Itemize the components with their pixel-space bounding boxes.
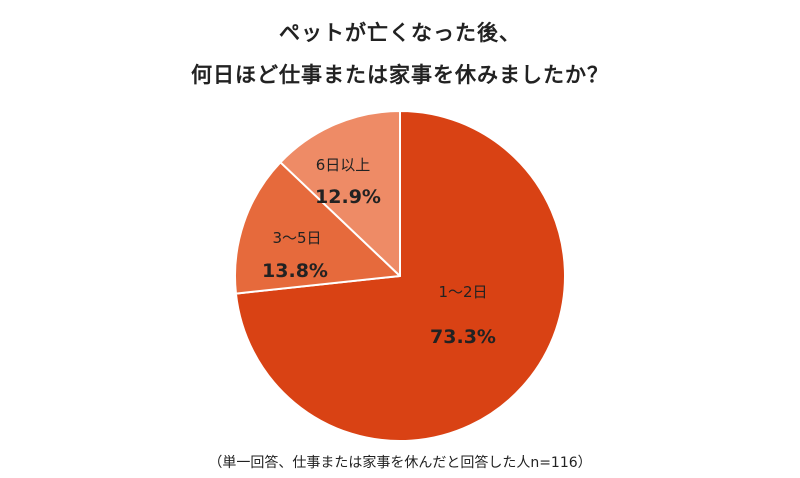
slice-value-2: 13.8% xyxy=(262,260,328,282)
slice-value-3: 12.9% xyxy=(315,186,381,208)
pie-slice-3 xyxy=(279,110,401,277)
slice-label-3: 6日以上 xyxy=(316,156,371,174)
slice-value-1: 73.3% xyxy=(430,326,496,348)
chart-title-line-2: 何日ほど仕事または家事を休みましたか？ xyxy=(191,63,609,87)
pie-slice-2 xyxy=(234,161,401,295)
slice-label-2: 3～5日 xyxy=(272,229,321,247)
chart-title-line-1: ペットが亡くなった後、 xyxy=(279,21,521,45)
slice-label-1: 1～2日 xyxy=(438,283,487,301)
chart-footnote: （単一回答、仕事または家事を休んだと回答した人n=116） xyxy=(208,455,592,471)
